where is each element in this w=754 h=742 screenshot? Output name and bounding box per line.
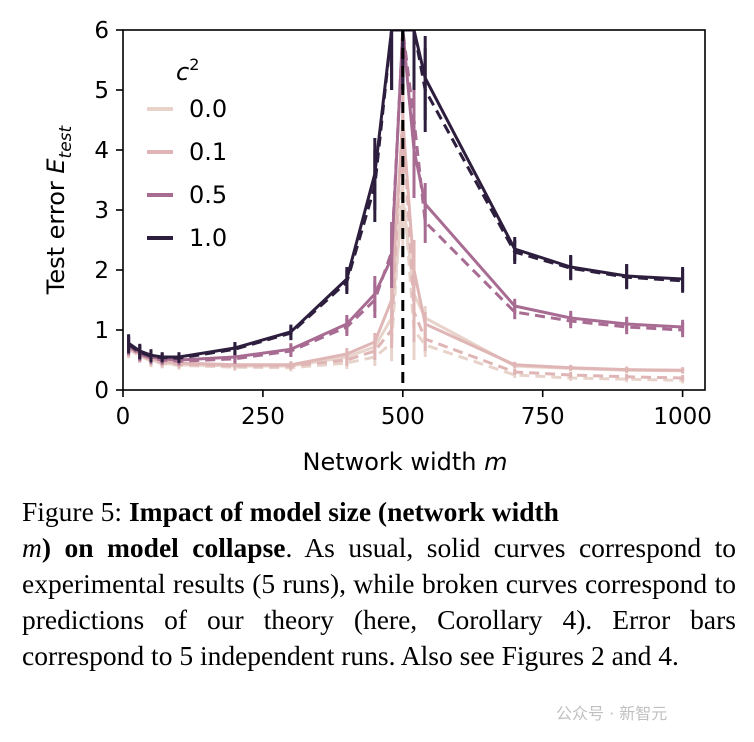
figure-caption: Figure 5: Impact of model size (network … xyxy=(22,494,736,674)
series-1.0 xyxy=(127,30,685,363)
y-tick-label: 6 xyxy=(94,18,109,44)
legend-label-1.0: 1.0 xyxy=(189,224,227,252)
watermark: 公众号 · 新智元 xyxy=(556,704,668,723)
legend: c2 0.0 0.1 0.5 1.0 xyxy=(147,55,227,252)
caption-bold-a: Impact of model size (network width xyxy=(128,496,559,527)
x-tick-label: 250 xyxy=(241,404,285,430)
legend-label-0.0: 0.0 xyxy=(189,95,227,123)
legend-title: c2 xyxy=(176,55,199,86)
legend-label-0.1: 0.1 xyxy=(189,138,227,166)
model-collapse-chart: 0 250 500 750 1000 0 1 2 3 4 5 6 c2 0.0 0.1 0.5 1.0 Net… xyxy=(42,18,712,476)
y-tick-label: 1 xyxy=(94,318,109,344)
y-tick-label: 0 xyxy=(94,378,109,404)
x-tick-label: 0 xyxy=(116,404,131,430)
caption-bold-b: ) on model collapse xyxy=(41,532,286,563)
caption-body: . As usual, solid curves correspond to e… xyxy=(22,532,736,671)
y-tick-label: 3 xyxy=(94,198,109,224)
y-axis-label: Test error Etest xyxy=(42,124,76,295)
x-tick-label: 500 xyxy=(381,404,425,430)
caption-lead: Figure 5: xyxy=(22,496,123,527)
x-tick-label: 1000 xyxy=(653,404,712,430)
x-axis-label: Network width m xyxy=(302,448,507,476)
legend-label-0.5: 0.5 xyxy=(189,181,227,209)
caption-var-m: m xyxy=(22,532,42,563)
y-tick-label: 4 xyxy=(94,138,109,164)
y-tick-label: 2 xyxy=(94,258,109,284)
y-tick-label: 5 xyxy=(94,78,109,104)
x-tick-label: 750 xyxy=(521,404,565,430)
